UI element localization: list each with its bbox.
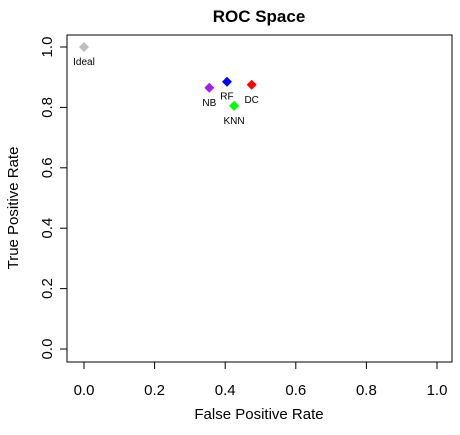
x-axis-label: False Positive Rate	[194, 406, 323, 423]
point-label-rf: RF	[220, 92, 233, 103]
x-tick-label-4: 0.8	[356, 382, 377, 399]
point-ideal	[79, 42, 89, 52]
x-tick-label-2: 0.4	[215, 382, 236, 399]
chart-title: ROC Space	[213, 7, 306, 26]
y-axis-ticks: 0.0 0.2 0.4 0.6 0.8 1.0	[39, 37, 67, 360]
point-label-ideal: Ideal	[73, 57, 95, 68]
point-label-dc: DC	[244, 95, 258, 106]
y-tick-label-4: 0.8	[39, 97, 56, 118]
plot-frame	[66, 34, 453, 363]
point-dc	[246, 79, 257, 90]
y-tick-label-2: 0.4	[39, 218, 56, 239]
y-tick-label-1: 0.2	[39, 278, 56, 299]
point-label-nb: NB	[202, 98, 216, 109]
x-tick-label-0: 0.0	[74, 382, 95, 399]
point-knn	[229, 100, 240, 111]
x-tick-label-5: 1.0	[427, 382, 448, 399]
y-tick-label-3: 0.6	[39, 157, 56, 178]
point-nb	[204, 82, 215, 93]
x-axis-ticks: 0.0 0.2 0.4 0.6 0.8 1.0	[74, 362, 448, 399]
point-rf	[221, 76, 232, 87]
x-tick-label-3: 0.6	[285, 382, 306, 399]
point-label-knn: KNN	[223, 116, 244, 127]
y-tick-label-5: 1.0	[39, 37, 56, 58]
y-tick-label-0: 0.0	[39, 339, 56, 360]
x-tick-label-1: 0.2	[144, 382, 165, 399]
y-axis-label: True Positive Rate	[5, 147, 22, 270]
